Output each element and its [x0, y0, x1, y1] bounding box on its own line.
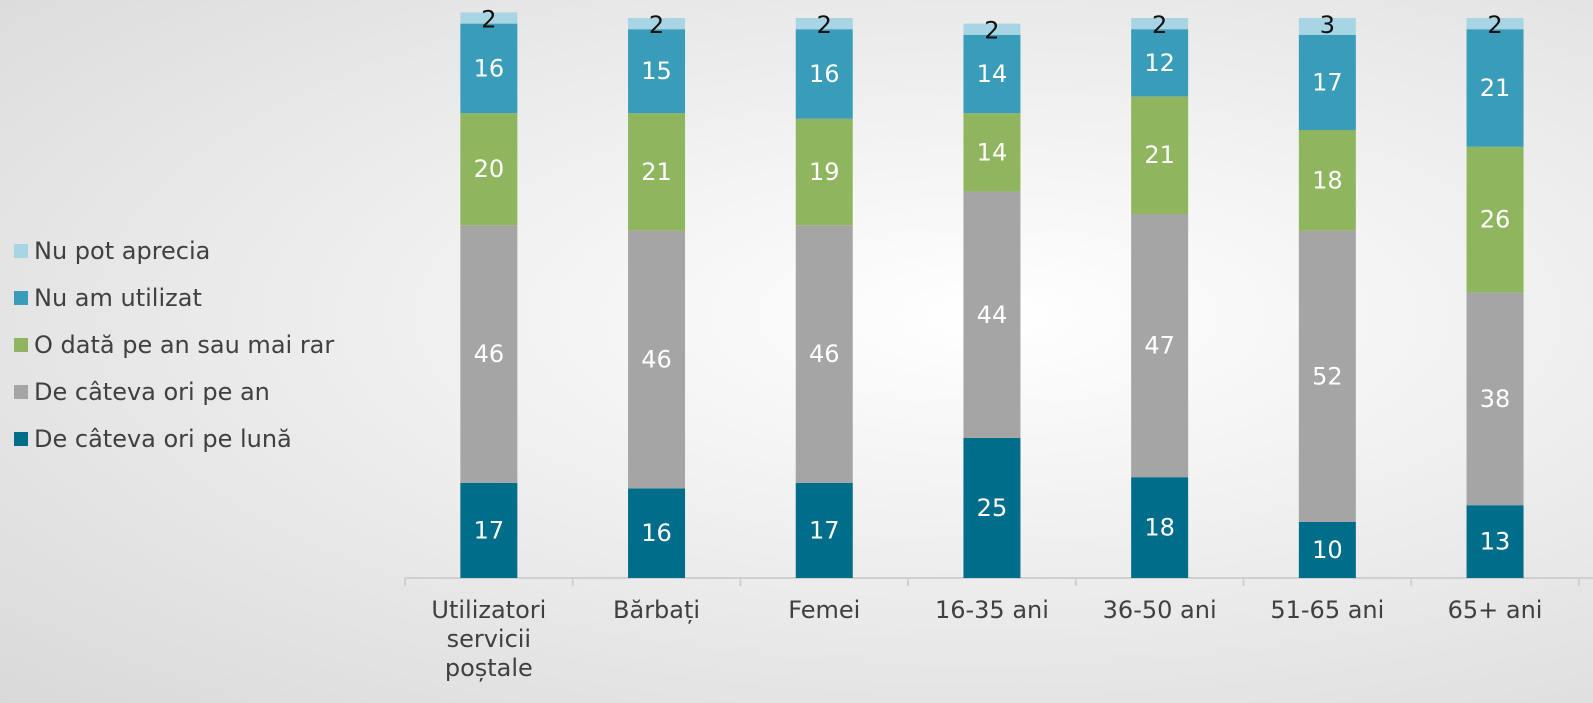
- bar-segment: [1466, 146, 1524, 293]
- bar-segment: [460, 23, 518, 114]
- data-label: 17: [809, 516, 840, 544]
- bar-segment: [628, 488, 686, 578]
- bar-segment: [795, 482, 853, 578]
- bar-segment: [795, 118, 853, 226]
- bar-segment: [628, 18, 686, 30]
- data-label: 2: [649, 11, 664, 39]
- legend-swatch: [14, 244, 28, 258]
- bar-segment: [1131, 29, 1189, 97]
- bar-segment: [1466, 292, 1524, 506]
- data-label: 44: [977, 301, 1008, 329]
- bar-segment: [795, 225, 853, 483]
- bar-segment: [1298, 230, 1356, 523]
- bar-segment: [1298, 18, 1356, 35]
- bar-segment: [1131, 96, 1189, 214]
- bar-segment: [963, 113, 1021, 192]
- data-label: 21: [1480, 74, 1511, 102]
- bar-segment: [963, 23, 1021, 35]
- x-tick-label: 51-65 ani: [1270, 596, 1385, 624]
- x-tick-label: Femei: [788, 596, 861, 624]
- legend-swatch: [14, 338, 28, 352]
- data-label: 20: [474, 155, 505, 183]
- data-label: 46: [641, 346, 672, 374]
- bar-segment: [1466, 29, 1524, 147]
- data-label: 2: [984, 17, 999, 45]
- bar-segment: [1131, 18, 1189, 30]
- bar-segment: [963, 438, 1021, 578]
- bar-segment: [1466, 505, 1524, 578]
- bar-segment: [963, 34, 1021, 114]
- data-label: 46: [809, 340, 840, 368]
- legend-swatch: [14, 385, 28, 399]
- legend-label: De câteva ori pe lună: [34, 425, 292, 453]
- legend-label: Nu pot aprecia: [34, 237, 210, 265]
- data-label: 10: [1312, 536, 1343, 564]
- x-tick-label: Utilizatori servicii poștale: [431, 596, 547, 682]
- data-label: 16: [641, 519, 672, 547]
- data-label: 21: [1144, 141, 1175, 169]
- data-label: 18: [1144, 514, 1175, 542]
- data-label: 15: [641, 57, 672, 85]
- data-label: 21: [641, 158, 672, 186]
- data-label: 25: [977, 494, 1008, 522]
- legend-label: De câteva ori pe an: [34, 378, 270, 406]
- legend-swatch: [14, 432, 28, 446]
- bar-segment: [460, 12, 518, 24]
- bar-segment: [460, 113, 518, 226]
- data-label: 16: [474, 54, 505, 82]
- data-label: 12: [1144, 49, 1175, 77]
- x-tick-label: 65+ ani: [1447, 596, 1543, 624]
- data-label: 14: [977, 60, 1008, 88]
- bar-segment: [1131, 214, 1189, 478]
- bar-segment: [1298, 130, 1356, 231]
- bar-segment: [460, 482, 518, 578]
- data-label: 46: [474, 340, 505, 368]
- data-label: 2: [1487, 11, 1502, 39]
- legend-swatch: [14, 291, 28, 305]
- x-tick-label: 16-35 ani: [934, 596, 1049, 624]
- bar-segment: [1298, 34, 1356, 130]
- data-label: 38: [1480, 385, 1511, 413]
- bar-segment: [1131, 477, 1189, 578]
- bar-segment: [1298, 522, 1356, 578]
- bar-segment: [628, 29, 686, 114]
- x-tick-label: Bărbați: [613, 596, 701, 624]
- x-tick-label: 36-50 ani: [1102, 596, 1217, 624]
- legend-label: Nu am utilizat: [34, 284, 202, 312]
- bar-segment: [963, 191, 1021, 438]
- bar-segment: [1466, 18, 1524, 30]
- bar-segment: [628, 113, 686, 231]
- data-label: 2: [1152, 11, 1167, 39]
- data-label: 19: [809, 158, 840, 186]
- bar-segment: [460, 225, 518, 483]
- data-label: 47: [1144, 332, 1175, 360]
- legend-label: O dată pe an sau mai rar: [34, 331, 334, 359]
- data-label: 2: [817, 11, 832, 39]
- data-label: 17: [474, 516, 505, 544]
- data-label: 2: [481, 5, 496, 33]
- data-label: 26: [1480, 206, 1511, 234]
- bar-segment: [795, 18, 853, 30]
- data-label: 52: [1312, 362, 1343, 390]
- data-label: 3: [1320, 11, 1335, 39]
- data-label: 17: [1312, 68, 1343, 96]
- data-label: 14: [977, 138, 1008, 166]
- bar-segment: [628, 230, 686, 489]
- data-label: 18: [1312, 166, 1343, 194]
- data-label: 16: [809, 60, 840, 88]
- bar-segment: [795, 29, 853, 119]
- data-label: 13: [1480, 528, 1511, 556]
